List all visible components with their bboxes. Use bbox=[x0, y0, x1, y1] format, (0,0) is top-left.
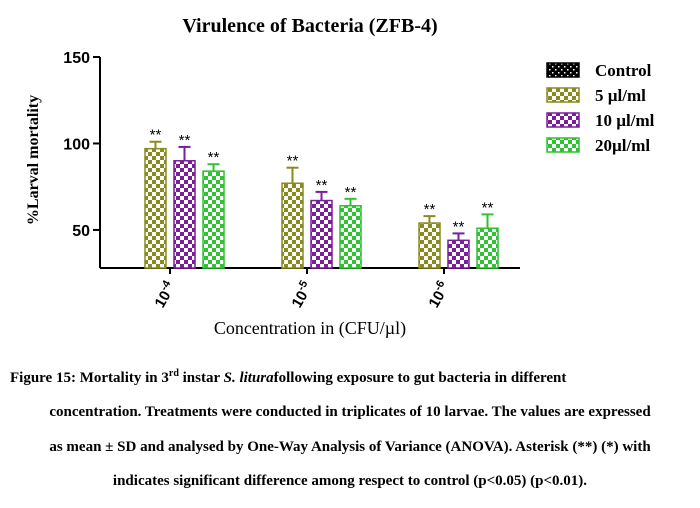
legend-label: 5 µl/ml bbox=[595, 86, 646, 105]
significance-label: ** bbox=[316, 177, 328, 194]
significance-label: ** bbox=[345, 184, 357, 201]
legend-swatch bbox=[546, 62, 580, 78]
legend-label: Control bbox=[595, 61, 652, 80]
x-tick-label: 10-5 bbox=[287, 279, 317, 311]
significance-label: ** bbox=[453, 218, 465, 235]
significance-label: ** bbox=[287, 153, 299, 170]
legend-label: 10 µl/ml bbox=[595, 111, 655, 130]
y-tick-label: 150 bbox=[63, 50, 90, 67]
significance-label: ** bbox=[179, 132, 191, 149]
figure-caption-line-4: indicates significant difference among r… bbox=[112, 473, 588, 489]
legend: Control 5 µl/ml 10 µl/ml 20µl/ml bbox=[546, 61, 655, 155]
x-axis-label: Concentration in (CFU/µl) bbox=[214, 318, 406, 339]
y-tick-label: 100 bbox=[63, 136, 90, 153]
figure-caption-line-2: concentration. Treatments were conducted… bbox=[49, 404, 651, 420]
figure-caption-line-1: Figure 15: Mortality in 3rd instar S. li… bbox=[10, 368, 567, 387]
y-axis-label: %Larval mortality bbox=[25, 95, 42, 225]
figure-caption-line-3: as mean ± SD and analysed by One-Way Ana… bbox=[49, 439, 651, 455]
bar bbox=[310, 199, 333, 269]
legend-swatch bbox=[546, 87, 580, 103]
x-tick-label: 10-4 bbox=[150, 278, 180, 311]
bar bbox=[476, 227, 499, 269]
legend-label: 20µl/ml bbox=[595, 136, 650, 155]
y-tick-label: 50 bbox=[72, 223, 90, 240]
bar bbox=[144, 147, 167, 269]
significance-label: ** bbox=[150, 127, 162, 144]
legend-swatch bbox=[546, 137, 580, 153]
bar-chart: Virulence of Bacteria (ZFB-4) %Larval mo… bbox=[25, 15, 655, 339]
bar bbox=[339, 204, 362, 269]
bar bbox=[418, 222, 441, 269]
bars: ** ** ** ** ** ** ** ** ** bbox=[116, 127, 499, 269]
significance-label: ** bbox=[208, 149, 220, 166]
bar bbox=[447, 239, 470, 269]
x-tick-label: 10-6 bbox=[424, 279, 454, 311]
legend-swatch bbox=[546, 112, 580, 128]
significance-label: ** bbox=[424, 201, 436, 218]
bar bbox=[173, 160, 196, 269]
significance-label: ** bbox=[482, 199, 494, 216]
bar bbox=[202, 170, 225, 269]
bar bbox=[281, 182, 304, 269]
chart-title: Virulence of Bacteria (ZFB-4) bbox=[182, 15, 437, 37]
